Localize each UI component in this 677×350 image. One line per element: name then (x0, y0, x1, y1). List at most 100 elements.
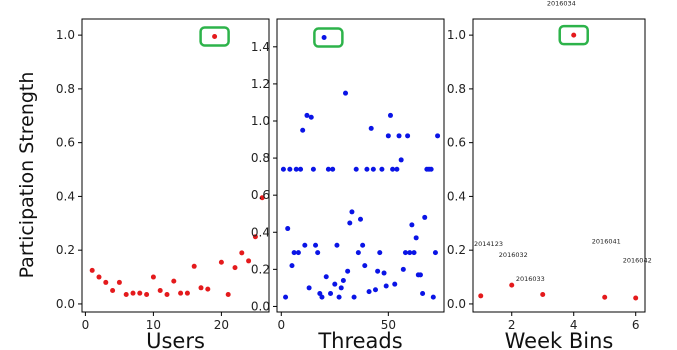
data-point (375, 268, 381, 274)
x-axis-label: Threads (317, 329, 402, 350)
data-point (291, 250, 297, 256)
data-point (353, 166, 359, 172)
x-tick-label: 20 (214, 318, 229, 332)
data-point (137, 290, 143, 296)
x-tick-label: 0 (277, 318, 285, 332)
data-point (334, 242, 340, 248)
data-point (430, 294, 436, 300)
data-point (405, 133, 411, 139)
data-point (349, 209, 355, 215)
data-point (259, 195, 265, 201)
data-point (347, 220, 353, 226)
y-tick-label: 1.4 (251, 40, 270, 54)
data-point (364, 166, 370, 172)
data-point (225, 292, 231, 298)
data-point (332, 281, 338, 287)
data-point (366, 289, 372, 295)
y-tick-label: 1.0 (447, 28, 466, 42)
highlight-box (558, 24, 589, 46)
y-tick-label: 1.0 (56, 28, 75, 42)
data-point (571, 32, 577, 38)
y-tick-label: 0.4 (251, 225, 270, 239)
x-axis-label: Week Bins (505, 329, 614, 350)
data-point (287, 166, 293, 172)
data-point (478, 293, 484, 299)
y-tick-label: 0.2 (56, 243, 75, 257)
data-point (164, 292, 170, 298)
y-tick-label: 0.8 (447, 82, 466, 96)
data-point (293, 166, 299, 172)
plot-frame (472, 18, 646, 313)
data-point (110, 287, 116, 293)
y-tick-label: 0.8 (56, 82, 75, 96)
highlight-box (313, 27, 344, 48)
data-point (398, 157, 404, 163)
data-point (308, 114, 314, 120)
data-point (402, 250, 408, 256)
data-point (325, 166, 331, 172)
point-annotation: 2016032 (499, 251, 528, 259)
data-point (633, 295, 639, 301)
data-point (383, 283, 389, 289)
data-point (351, 294, 357, 300)
data-point (130, 290, 136, 296)
subplot-3: 0.0 0.2 0.4 0.6 0.8 1.0 2 4 6 Week Bins 2014123 201… (447, 0, 652, 350)
x-tick-label: 10 (146, 318, 161, 332)
x-tick-label: 2 (508, 318, 516, 332)
data-point (355, 250, 361, 256)
data-point (396, 133, 402, 139)
data-point (313, 242, 319, 248)
y-tick-label: 0.0 (251, 299, 270, 313)
data-point (280, 166, 286, 172)
data-point (407, 250, 413, 256)
x-tick-label: 6 (632, 318, 640, 332)
data-point (379, 166, 385, 172)
data-point (390, 166, 396, 172)
y-axis-label: Participation Strength (16, 72, 38, 279)
data-point (394, 166, 400, 172)
data-point (295, 250, 301, 256)
data-point (96, 274, 102, 280)
y-tick-label: 1.0 (251, 114, 270, 128)
data-point (413, 235, 419, 241)
point-annotation: 2016041 (592, 237, 621, 245)
data-point (336, 294, 342, 300)
y-tick-label: 0.0 (447, 297, 466, 311)
data-point (103, 279, 109, 285)
data-point (283, 294, 289, 300)
data-point (310, 166, 316, 172)
data-point (302, 242, 308, 248)
y-tick-label: 0.4 (56, 189, 75, 203)
data-point (540, 292, 546, 298)
subplot-1: 0.0 0.2 0.4 0.6 0.8 1.0 0 10 20 Users (56, 18, 270, 350)
data-point (89, 267, 95, 273)
y-tick-label: 0.8 (251, 151, 270, 165)
y-tick-label: 0.2 (251, 262, 270, 276)
data-point (304, 112, 310, 118)
data-point (123, 292, 129, 298)
data-point (345, 268, 351, 274)
data-point (338, 285, 344, 291)
data-point (319, 294, 325, 300)
plot-frame (81, 18, 270, 313)
data-point (385, 133, 391, 139)
data-point (218, 259, 224, 265)
data-point (239, 250, 245, 256)
data-point (435, 133, 441, 139)
data-point (323, 274, 329, 280)
data-point (432, 250, 438, 256)
data-point (368, 125, 374, 131)
y-tick-label: 0.6 (447, 136, 466, 150)
y-tick-label: 0.6 (56, 136, 75, 150)
x-tick-label: 0 (82, 318, 90, 332)
point-annotation: 2016034 (547, 0, 576, 8)
data-point (144, 292, 150, 298)
data-point (289, 263, 295, 269)
data-point (362, 263, 368, 269)
point-annotation: 2014123 (474, 240, 503, 248)
data-point (330, 166, 336, 172)
x-tick-label: 50 (381, 318, 396, 332)
data-point (343, 90, 349, 96)
